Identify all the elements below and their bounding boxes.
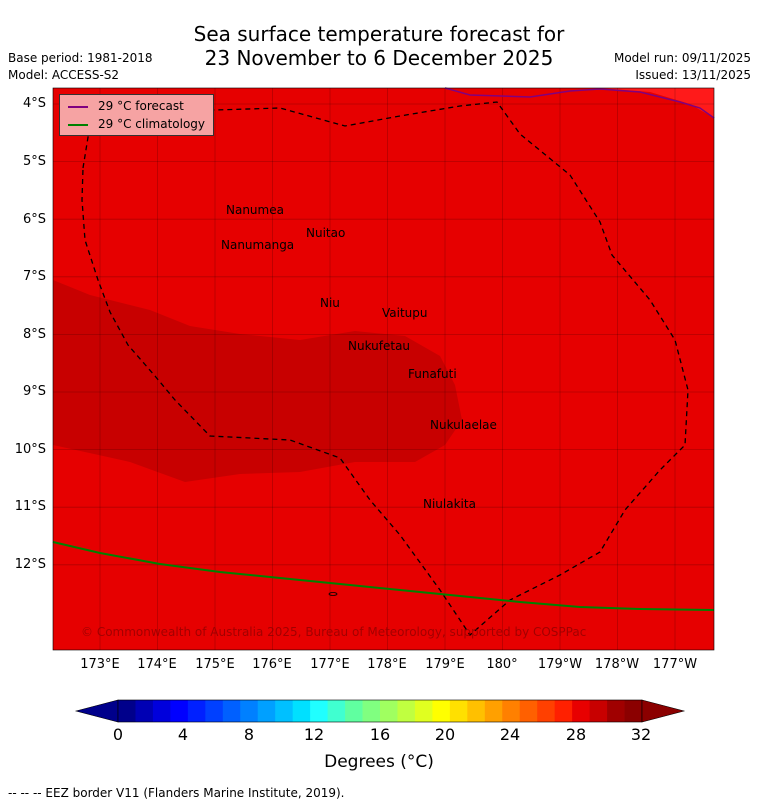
- lat-label: 8°S: [22, 327, 46, 342]
- colorbar-tick: 32: [630, 725, 652, 744]
- legend-climatology-label: 29 °C climatology: [98, 117, 206, 131]
- colorbar-tick: 24: [499, 725, 521, 744]
- islet-marker: [328, 592, 338, 596]
- colorbar-cell: [135, 700, 154, 722]
- lon-label: 176°E: [252, 657, 292, 672]
- place-vaitupu: Vaitupu: [382, 306, 428, 320]
- colorbar-cell: [257, 700, 276, 722]
- colorbar-max-extension: [641, 699, 686, 723]
- eez-footnote: -- -- -- EEZ border V11 (Flanders Marine…: [8, 786, 345, 800]
- colorbar-cell: [554, 700, 573, 722]
- issued-date: Issued: 13/11/2025: [635, 68, 751, 82]
- colorbar-tick: 16: [369, 725, 391, 744]
- colorbar-cell: [607, 700, 625, 722]
- colorbar: [74, 699, 686, 723]
- colorbar-tick: 4: [177, 725, 189, 744]
- map-title: Sea surface temperature forecast for 23 …: [0, 22, 758, 70]
- map-legend: 29 °C forecast 29 °C climatology: [59, 94, 214, 136]
- meta-right: Model run: 09/11/2025 Issued: 13/11/2025: [614, 50, 751, 84]
- colorbar-title: Degrees (°C): [324, 752, 434, 772]
- colorbar-cell: [292, 700, 311, 722]
- colorbar-cell: [537, 700, 556, 722]
- colorbar-cell: [502, 700, 521, 722]
- colorbar-cell: [414, 700, 433, 722]
- model-run: Model run: 09/11/2025: [613, 51, 751, 65]
- lat-label: 10°S: [14, 442, 46, 457]
- colorbar-cell: [170, 700, 189, 722]
- lat-label: 7°S: [22, 269, 46, 284]
- legend-climatology-swatch: [68, 123, 88, 126]
- base-period: Base period: 1981-2018: [8, 51, 153, 65]
- colorbar-cell: [152, 700, 171, 722]
- colorbar-cell: [187, 700, 206, 722]
- lat-label: 5°S: [22, 154, 46, 169]
- lon-label: 173°E: [80, 657, 120, 672]
- colorbar-tick: 8: [243, 725, 255, 744]
- colorbar-cell: [222, 700, 241, 722]
- place-niulakita: Niulakita: [423, 497, 476, 511]
- colorbar-cell: [275, 700, 294, 722]
- place-nukulaelae: Nukulaelae: [430, 418, 497, 432]
- colorbar-cell: [397, 700, 416, 722]
- place-nukufetau: Nukufetau: [348, 339, 411, 353]
- colorbar-cell: [345, 700, 363, 722]
- colorbar-cell: [572, 700, 590, 722]
- lon-label: 179°E: [425, 657, 465, 672]
- lon-label: 177°W: [652, 657, 698, 672]
- lon-label: 180°: [486, 657, 518, 672]
- colorbar-cell: [205, 700, 224, 722]
- copyright-notice: © Commonwealth of Australia 2025, Bureau…: [81, 625, 587, 639]
- legend-forecast-swatch: [68, 105, 88, 108]
- lat-label: 4°S: [22, 96, 46, 111]
- colorbar-cell: [467, 700, 486, 722]
- lon-label: 175°E: [195, 657, 235, 672]
- colorbar-cell: [449, 700, 468, 722]
- colorbar-tick: 0: [112, 725, 124, 744]
- colorbar-cell: [432, 700, 451, 722]
- eez-border: [81, 101, 689, 636]
- forecast-29c-contour: [444, 87, 715, 119]
- place-nanumea: Nanumea: [226, 203, 284, 217]
- colorbar-min-extension: [74, 699, 119, 723]
- lon-label: 178°E: [367, 657, 407, 672]
- climatology-29c-contour: [52, 541, 715, 611]
- title-line-1: Sea surface temperature forecast for: [193, 22, 565, 46]
- legend-climatology: 29 °C climatology: [68, 116, 205, 132]
- map-frame: [52, 87, 715, 651]
- colorbar-cell: [380, 700, 398, 722]
- lon-label: 179°W: [537, 657, 583, 672]
- colorbar-tick: 12: [303, 725, 325, 744]
- colorbar-cell: [240, 700, 259, 722]
- place-niu: Niu: [320, 296, 340, 310]
- colorbar-tick: 28: [565, 725, 587, 744]
- place-funafuti: Funafuti: [408, 367, 457, 381]
- colorbar-cell: [484, 700, 503, 722]
- colorbar-cell: [327, 700, 346, 722]
- legend-forecast-label: 29 °C forecast: [98, 99, 184, 113]
- colorbar-cell: [624, 700, 643, 722]
- title-line-2: 23 November to 6 December 2025: [204, 46, 554, 70]
- lat-label: 9°S: [22, 384, 46, 399]
- colorbar-cell: [589, 700, 608, 722]
- place-nanumanga: Nanumanga: [221, 238, 295, 252]
- lat-label: 6°S: [22, 212, 46, 227]
- legend-forecast: 29 °C forecast: [68, 98, 184, 114]
- lon-label: 174°E: [137, 657, 177, 672]
- colorbar-cell: [362, 700, 381, 722]
- colorbar-tick: 20: [434, 725, 456, 744]
- lat-label: 11°S: [14, 499, 46, 514]
- place-nuitao: Nuitao: [306, 226, 346, 240]
- colorbar-cell: [118, 700, 136, 722]
- lon-label: 177°E: [310, 657, 350, 672]
- colorbar-cell: [310, 700, 328, 722]
- sst-edge-region: [600, 88, 714, 118]
- meta-left: Base period: 1981-2018 Model: ACCESS-S2: [8, 50, 153, 84]
- lat-label: 12°S: [14, 557, 46, 572]
- colorbar-cell: [519, 700, 538, 722]
- lon-label: 178°W: [594, 657, 640, 672]
- model-name: Model: ACCESS-S2: [8, 68, 120, 82]
- sst-warm-region: [53, 280, 462, 482]
